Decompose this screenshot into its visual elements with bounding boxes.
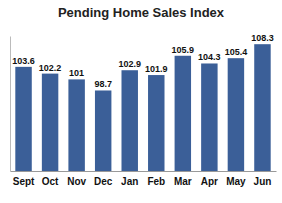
x-tick: Nov: [67, 176, 86, 187]
x-axis: Sept Oct Nov Dec Jan Feb Mar Apr May Jun: [11, 172, 277, 188]
x-tick-label: Jun: [254, 176, 272, 187]
bar: [201, 63, 217, 171]
x-tick: Apr: [201, 176, 218, 187]
x-tick-label: Mar: [174, 176, 192, 187]
x-tick-label: Nov: [67, 176, 86, 187]
x-tick: Jan: [121, 176, 138, 187]
x-tick-label: Oct: [42, 176, 59, 187]
plot: 103.6 102.2 101 98.7 102.9 101.9 105.9104.3 105…: [11, 33, 277, 187]
title: Pending Home Sales Index: [58, 5, 225, 20]
x-tick-label: Jan: [121, 176, 138, 187]
x-tick-label: Dec: [94, 176, 113, 187]
x-tick: Dec: [94, 176, 113, 187]
bar: [68, 79, 84, 171]
data-label: 105.4: [225, 47, 248, 57]
x-tick: Jun: [254, 176, 272, 187]
x-tick-label: May: [226, 176, 246, 187]
data-labels: 103.6 102.2 101 98.7 102.9 101.9 105.9104.3 105…: [12, 33, 273, 89]
data-label: 104.3: [198, 52, 221, 62]
y-axis: [10, 37, 11, 172]
x-tick-label: Sept: [13, 176, 35, 187]
bar: [42, 74, 58, 171]
data-label: 102.2: [39, 63, 62, 73]
x-tick-label: Feb: [147, 176, 165, 187]
bars: [15, 44, 270, 171]
data-label: 101.9: [145, 64, 168, 74]
data-label: 103.6: [12, 56, 35, 66]
data-label: 105.9: [172, 45, 195, 55]
x-tick: Mar: [174, 176, 192, 187]
data-label: 98.7: [94, 79, 112, 89]
x-tick-label: Apr: [201, 176, 218, 187]
x-tick: Feb: [147, 176, 165, 187]
data-label: 108.3: [251, 33, 274, 43]
data-label: 101: [69, 68, 84, 78]
x-tick: May: [226, 176, 246, 187]
bar: [254, 44, 270, 171]
bar: [15, 67, 31, 171]
x-tick: Sept: [13, 176, 35, 187]
data-label: 102.9: [118, 59, 141, 69]
x-tick: Oct: [42, 176, 59, 187]
bar: [175, 56, 191, 171]
bar: [148, 75, 164, 171]
bar: [228, 58, 244, 171]
x-axis-line: [11, 171, 277, 172]
bar: [95, 90, 111, 171]
y-axis-line: [10, 37, 11, 172]
bar: [121, 70, 137, 171]
chart: Pending Home Sales Index 103.6 102.2 101 98.…: [0, 0, 282, 203]
